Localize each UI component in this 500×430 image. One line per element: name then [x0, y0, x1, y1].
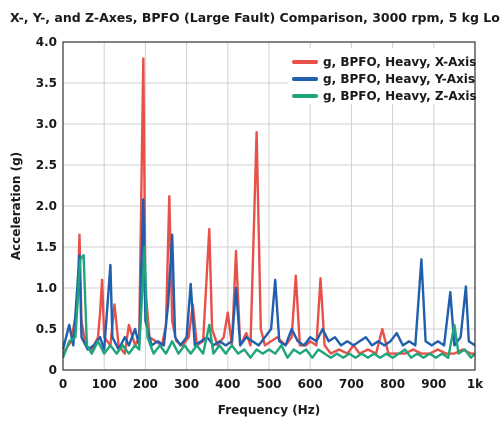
x-axis-label: Frequency (Hz) — [218, 403, 320, 417]
legend: g, BPFO, Heavy, X-Axis g, BPFO, Heavy, Y-… — [288, 48, 477, 104]
y-tick-label: 2.0 — [36, 199, 57, 213]
y-tick-label: 2.5 — [36, 158, 57, 172]
y-tick-label: 1.5 — [36, 240, 57, 254]
series-line-y-axis — [61, 198, 476, 351]
legend-label: g, BPFO, Heavy, Z-Axis — [323, 89, 477, 103]
legend-label: g, BPFO, Heavy, Y-Axis — [323, 72, 475, 86]
y-tick-label: 1.0 — [36, 281, 57, 295]
legend-label: g, BPFO, Heavy, X-Axis — [323, 55, 476, 69]
x-tick-labels: 0 100 200 300 400 500 600 700 800 900 1k — [59, 377, 484, 391]
x-tick-label: 0 — [59, 377, 67, 391]
y-tick-label: 0.5 — [36, 322, 57, 336]
x-tick-label: 700 — [339, 377, 364, 391]
y-tick-label: 4.0 — [36, 35, 57, 49]
x-tick-label: 900 — [421, 377, 446, 391]
x-tick-label: 800 — [380, 377, 405, 391]
plot-frame — [62, 41, 476, 371]
x-tick-label: 100 — [92, 377, 117, 391]
y-tick-label: 0 — [49, 363, 57, 377]
chart-title: X-, Y-, and Z-Axes, BPFO (Large Fault) C… — [10, 10, 500, 25]
y-tick-labels: 0 0.5 1.0 1.5 2.0 2.5 3.0 3.5 4.0 — [36, 35, 57, 377]
y-axis-label: Acceleration (g) — [9, 152, 23, 260]
y-tick-label: 3.5 — [36, 76, 57, 90]
series-line-z-axis — [61, 245, 476, 359]
x-tick-label: 300 — [174, 377, 199, 391]
y-tick-label: 3.0 — [36, 117, 57, 131]
legend-background — [288, 48, 473, 104]
x-tick-label: 600 — [298, 377, 323, 391]
x-tick-label: 500 — [256, 377, 281, 391]
x-tick-label: 400 — [215, 377, 240, 391]
x-tick-label: 1k — [467, 377, 484, 391]
series-layer — [61, 57, 476, 359]
x-tick-label: 200 — [133, 377, 158, 391]
